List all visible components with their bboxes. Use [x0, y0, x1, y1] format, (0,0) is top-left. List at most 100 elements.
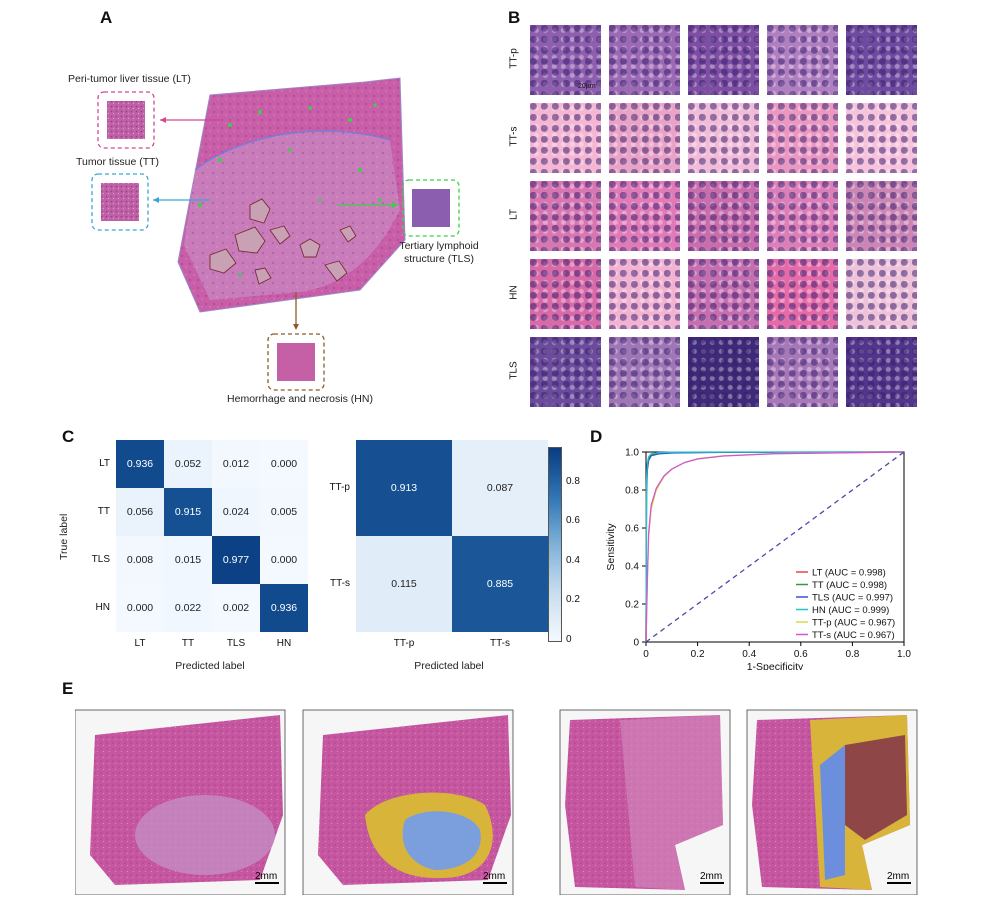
tile-tt-p-5 — [846, 25, 917, 95]
legend-label: TT-s (AUC = 0.967) — [812, 630, 895, 641]
tls-label-line1: Tertiary lymphoid — [399, 240, 479, 252]
slide-4-tt-s — [820, 745, 845, 880]
legend-label: HN (AUC = 0.999) — [812, 605, 889, 616]
cm-right-cell: 0.115 — [356, 536, 452, 632]
cm-left-cell: 0.000 — [260, 536, 308, 584]
cm-right-row-label: TT-s — [330, 578, 350, 589]
tile-tls-3 — [688, 337, 759, 407]
cm-left-row-label: TLS — [91, 554, 110, 565]
cm-left-cell: 0.022 — [164, 584, 212, 632]
colorbar-tick: 0 — [566, 634, 572, 645]
legend-label: LT (AUC = 0.998) — [812, 568, 886, 579]
hn-label: Hemorrhage and necrosis (HN) — [227, 393, 373, 405]
cm-left-ylabel: True label — [58, 513, 70, 560]
cm-left-row-label: LT — [99, 458, 110, 469]
tile-tt-s-1 — [530, 103, 601, 173]
cm-right-xlabel: Predicted label — [414, 660, 484, 672]
cm-right-cell: 0.087 — [452, 440, 548, 536]
hn-inset-frame — [267, 333, 325, 391]
panel-letter-c: C — [62, 427, 75, 446]
row-label-tt-s: TT-s — [508, 126, 520, 147]
cm-left-row-label: HN — [95, 602, 110, 613]
roc-y-tick-label: 0.8 — [625, 486, 639, 497]
roc-chart: 0 0.2 0.4 0.6 0.8 1.0 0 0.2 0.4 0.6 0.8 1.0 1-Specif… — [605, 448, 911, 671]
tile-tls-4 — [767, 337, 838, 407]
cm-left-cell: 0.015 — [164, 536, 212, 584]
colorbar-ticks: 0 0.2 0.4 0.6 0.8 — [562, 447, 592, 645]
cm-left-col-label: HN — [276, 638, 292, 649]
tumor-border — [194, 130, 391, 171]
panel-a-figure — [91, 77, 460, 391]
tile-tt-p-4 — [767, 25, 838, 95]
roc-y-axis-label: Sensitivity — [605, 523, 617, 571]
tile-tt-p-1 — [530, 25, 601, 95]
tile-hn-2 — [609, 259, 680, 329]
slide-2-tt-s — [402, 811, 481, 870]
lt-inset-frame — [97, 91, 155, 149]
cm-left-cell: 0.056 — [116, 488, 164, 536]
roc-y-tick-label: 0 — [633, 638, 639, 649]
roc-y-tick-label: 1.0 — [625, 448, 639, 459]
cm-right-cell: 0.885 — [452, 536, 548, 632]
cm-right-col-label: TT-s — [490, 638, 510, 649]
roc-y-tick-label: 0.4 — [625, 562, 639, 573]
cm-left-col-label: LT — [134, 638, 146, 649]
colorbar-tick: 0.4 — [566, 554, 580, 566]
legend-label: TLS (AUC = 0.997) — [812, 593, 893, 604]
tile-lt-4 — [767, 181, 838, 251]
panel-e-slides: 2mm 2mm 2mm 2mm — [75, 709, 918, 895]
cm-left-cell: 0.936 — [260, 584, 308, 632]
tile-tt-s-4 — [767, 103, 838, 173]
roc-x-tick-label: 0 — [643, 649, 649, 660]
legend-label: TT (AUC = 0.998) — [812, 580, 887, 591]
tt-inset-frame — [91, 173, 149, 231]
roc-x-tick-label: 0.2 — [691, 649, 705, 660]
row-label-lt: LT — [508, 209, 520, 220]
roc-series-line — [645, 451, 904, 643]
tile-hn-3 — [688, 259, 759, 329]
colorbar-tick: 0.2 — [566, 594, 580, 606]
cm-left-col-label: TT — [181, 638, 195, 649]
cm-left-cell: 0.012 — [212, 440, 260, 488]
panel-b-grid: TT-p TT-s LT HN TLS 20µm — [500, 25, 920, 415]
cm-right-col-label: TT-p — [393, 638, 415, 649]
cm-left-cell: 0.024 — [212, 488, 260, 536]
tile-lt-2 — [609, 181, 680, 251]
scale-label: 20µm — [578, 83, 596, 90]
tile-hn-4 — [767, 259, 838, 329]
panel-letter-a: A — [100, 8, 113, 27]
cm-left-cell: 0.008 — [116, 536, 164, 584]
tile-lt-1 — [530, 181, 601, 251]
roc-series-line — [645, 451, 905, 643]
roc-x-axis-label: 1-Specificity — [747, 661, 804, 670]
scalebar-label-4: 2mm — [887, 871, 909, 882]
tt-label: Tumor tissue (TT) — [76, 156, 160, 168]
scalebar-label-2: 2mm — [483, 871, 505, 882]
tile-tls-5 — [846, 337, 917, 407]
slide-3-tumor — [620, 715, 723, 890]
panel-letter-d: D — [590, 427, 603, 446]
cm-left-cell: 0.005 — [260, 488, 308, 536]
cm-left-cell: 0.936 — [116, 440, 164, 488]
tile-lt-3 — [688, 181, 759, 251]
roc-x-tick-label: 0.6 — [794, 649, 808, 660]
legend-label: TT-p (AUC = 0.967) — [812, 618, 895, 629]
tls-inset-image — [412, 189, 450, 227]
tile-tls-1 — [530, 337, 601, 407]
cm-right-row-label: TT-p — [329, 482, 350, 493]
cm-left-col-label: TLS — [226, 638, 246, 649]
tile-hn-5 — [846, 259, 917, 329]
tile-tt-p-3 — [688, 25, 759, 95]
tls-inset-frame — [402, 179, 460, 237]
panel-letter-b: B — [508, 8, 521, 27]
colorbar-tick: 0.8 — [566, 475, 580, 487]
tile-hn-1 — [530, 259, 601, 329]
tile-lt-5 — [846, 181, 917, 251]
hn-inset-image — [277, 343, 315, 381]
colorbar — [548, 447, 562, 642]
tt-inset-image — [101, 183, 139, 221]
roc-y-tick-label: 0.6 — [625, 524, 639, 535]
cm-right-cell: 0.913 — [356, 440, 452, 536]
cm-left-cell: 0.915 — [164, 488, 212, 536]
scalebar-label-3: 2mm — [700, 871, 722, 882]
